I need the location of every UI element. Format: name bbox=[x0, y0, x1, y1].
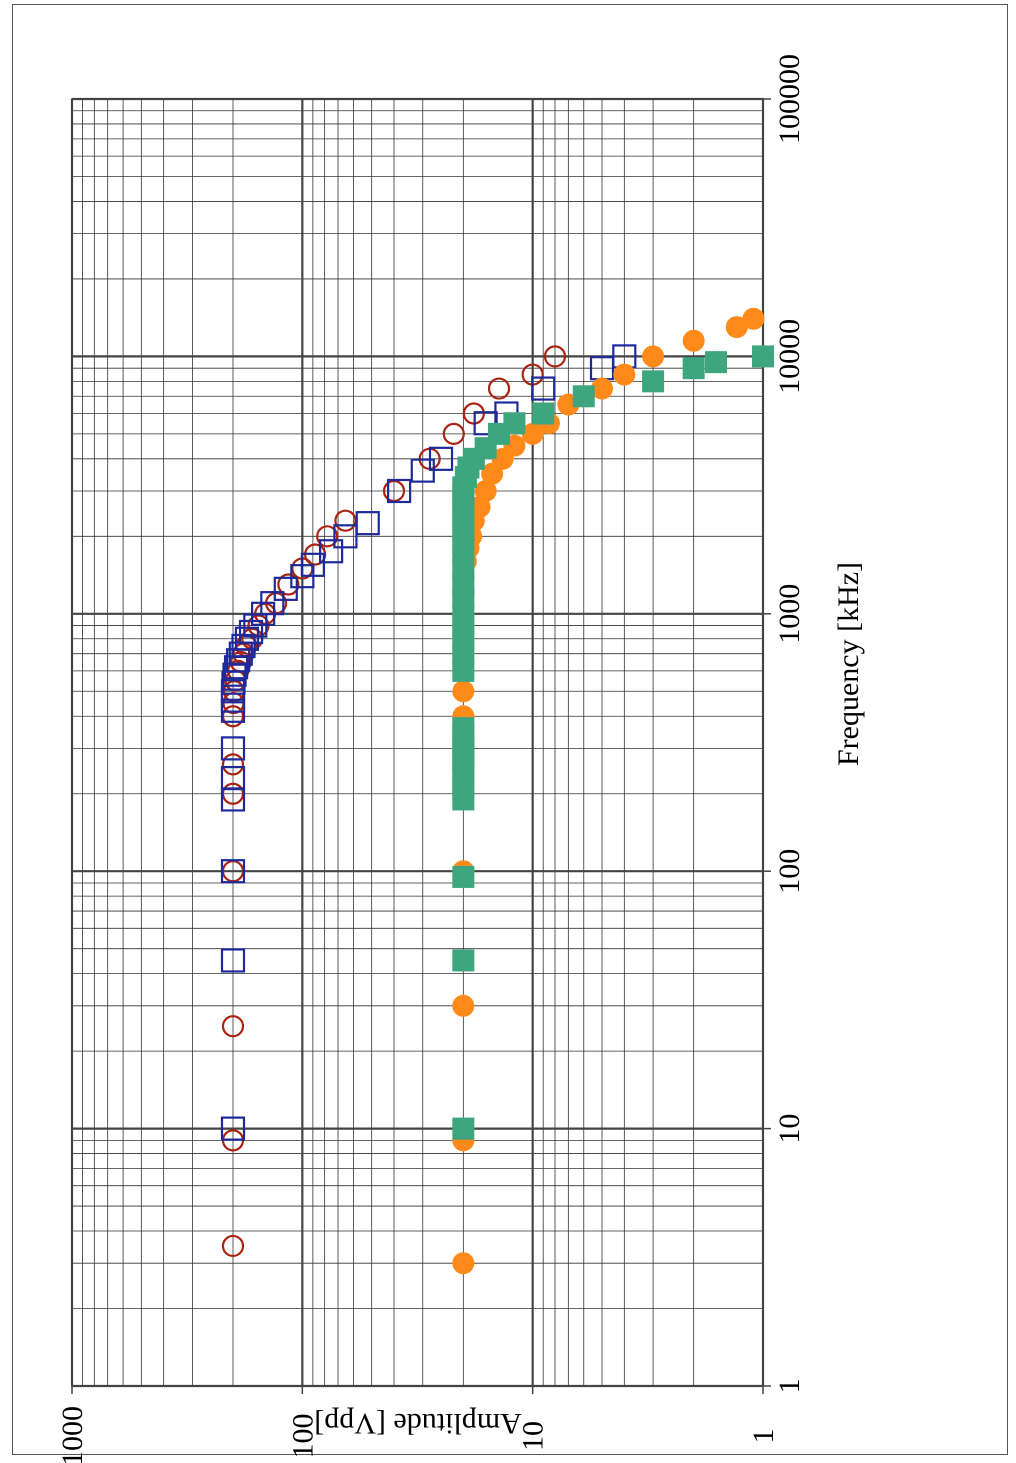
data-point bbox=[531, 376, 556, 401]
data-point bbox=[442, 422, 465, 445]
data-point bbox=[452, 680, 475, 703]
data-point bbox=[725, 316, 748, 339]
series-square-filled bbox=[452, 345, 774, 1140]
data-point bbox=[487, 377, 511, 400]
data-point bbox=[503, 412, 526, 435]
data-point bbox=[752, 345, 774, 368]
data-point bbox=[521, 422, 544, 445]
data-point bbox=[704, 351, 727, 374]
data-point bbox=[452, 659, 475, 682]
data-point bbox=[452, 994, 475, 1017]
data-point bbox=[682, 357, 705, 380]
data-point bbox=[333, 524, 358, 549]
data-point bbox=[543, 345, 567, 368]
data-point bbox=[613, 363, 636, 386]
data-point bbox=[220, 859, 246, 884]
data-point bbox=[221, 1015, 245, 1038]
data-point bbox=[591, 377, 614, 400]
data-point bbox=[452, 949, 475, 972]
x-tick-label: 1000 bbox=[773, 584, 806, 644]
y-axis-label: Amplitude [Vpp] bbox=[314, 1407, 521, 1440]
data-point bbox=[277, 573, 300, 596]
data-point bbox=[452, 1117, 475, 1140]
data-point bbox=[355, 511, 380, 536]
x-tick-label: 10 bbox=[773, 1114, 806, 1144]
x-tick-label: 10000 bbox=[773, 319, 806, 394]
y-tick-label: 10 bbox=[517, 1421, 550, 1451]
plot-area bbox=[71, 98, 764, 1387]
data-point bbox=[452, 865, 475, 888]
x-tick-label: 100000 bbox=[773, 54, 806, 144]
x-tick-label: 1 bbox=[773, 1379, 806, 1394]
y-tick-label: 100 bbox=[286, 1414, 319, 1459]
data-point bbox=[428, 446, 454, 471]
data-point bbox=[682, 329, 705, 352]
x-tick-label: 100 bbox=[773, 849, 806, 894]
tick-labels: 1 10 100 1000 10000 100000 1000 100 10 1 bbox=[56, 54, 806, 1463]
data-point bbox=[316, 525, 339, 548]
data-point bbox=[260, 591, 285, 616]
y-tick-label: 1000 bbox=[56, 1406, 89, 1463]
data-marks bbox=[220, 307, 774, 1275]
data-point bbox=[221, 1234, 245, 1258]
figure-frame bbox=[12, 4, 1008, 1455]
data-point bbox=[387, 478, 412, 504]
data-point bbox=[319, 539, 344, 564]
data-point bbox=[572, 385, 595, 408]
data-point bbox=[642, 345, 665, 368]
axis-titles: Frequency [kHz] Amplitude [Vpp] bbox=[314, 562, 865, 1440]
data-point bbox=[273, 576, 298, 601]
y-tick-label: 1 bbox=[747, 1429, 780, 1444]
series-square-open bbox=[220, 344, 637, 1141]
data-point bbox=[334, 509, 357, 532]
data-point bbox=[220, 948, 246, 973]
data-point bbox=[221, 753, 245, 776]
data-point bbox=[220, 1116, 246, 1141]
data-point bbox=[234, 626, 260, 651]
data-point bbox=[220, 736, 246, 761]
x-axis-label: Frequency [kHz] bbox=[832, 562, 865, 766]
data-point bbox=[642, 370, 665, 393]
minor-grid bbox=[71, 98, 764, 1387]
data-point bbox=[452, 717, 475, 740]
data-point bbox=[474, 479, 497, 502]
data-point bbox=[532, 402, 555, 425]
data-point bbox=[220, 765, 246, 791]
data-point bbox=[452, 1252, 475, 1275]
data-point bbox=[742, 307, 765, 330]
data-point bbox=[300, 552, 325, 577]
